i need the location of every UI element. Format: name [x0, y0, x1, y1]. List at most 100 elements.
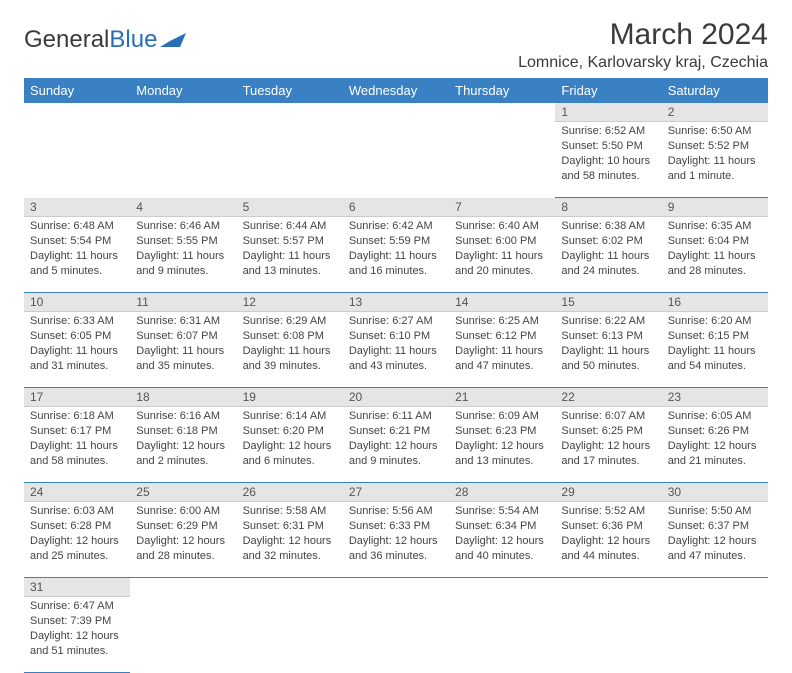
- day-number-row: 10111213141516: [24, 293, 768, 312]
- day2-text: and 2 minutes.: [136, 454, 230, 469]
- sunset-text: Sunset: 6:10 PM: [349, 329, 443, 344]
- day-cell: Sunrise: 6:44 AMSunset: 5:57 PMDaylight:…: [237, 217, 343, 293]
- sunrise-text: Sunrise: 5:58 AM: [243, 504, 337, 519]
- logo-text-1: General: [24, 26, 109, 54]
- week-row: Sunrise: 6:52 AMSunset: 5:50 PMDaylight:…: [24, 122, 768, 198]
- day-number-cell: 24: [24, 483, 130, 502]
- day2-text: and 13 minutes.: [243, 264, 337, 279]
- sunset-text: Sunset: 5:59 PM: [349, 234, 443, 249]
- day-number-cell: 25: [130, 483, 236, 502]
- day1-text: Daylight: 10 hours: [561, 154, 655, 169]
- day-cell: Sunrise: 6:25 AMSunset: 6:12 PMDaylight:…: [449, 312, 555, 388]
- sunset-text: Sunset: 7:39 PM: [30, 614, 124, 629]
- weekday-header: Sunday: [24, 78, 130, 103]
- day-number-cell: 2: [662, 103, 768, 122]
- day-cell: Sunrise: 6:35 AMSunset: 6:04 PMDaylight:…: [662, 217, 768, 293]
- sunrise-text: Sunrise: 6:27 AM: [349, 314, 443, 329]
- day-number-cell: 27: [343, 483, 449, 502]
- sunrise-text: Sunrise: 6:44 AM: [243, 219, 337, 234]
- day1-text: Daylight: 12 hours: [30, 629, 124, 644]
- day1-text: Daylight: 11 hours: [136, 249, 230, 264]
- sunrise-text: Sunrise: 6:05 AM: [668, 409, 762, 424]
- calendar-table: Sunday Monday Tuesday Wednesday Thursday…: [24, 78, 768, 673]
- sunset-text: Sunset: 6:34 PM: [455, 519, 549, 534]
- day2-text: and 44 minutes.: [561, 549, 655, 564]
- day-cell: Sunrise: 6:16 AMSunset: 6:18 PMDaylight:…: [130, 407, 236, 483]
- sunrise-text: Sunrise: 6:03 AM: [30, 504, 124, 519]
- day2-text: and 50 minutes.: [561, 359, 655, 374]
- sunrise-text: Sunrise: 6:35 AM: [668, 219, 762, 234]
- sunset-text: Sunset: 5:55 PM: [136, 234, 230, 249]
- day1-text: Daylight: 12 hours: [455, 534, 549, 549]
- day1-text: Daylight: 12 hours: [243, 439, 337, 454]
- day2-text: and 17 minutes.: [561, 454, 655, 469]
- logo: GeneralBlue: [24, 18, 186, 54]
- day2-text: and 25 minutes.: [30, 549, 124, 564]
- day-cell: Sunrise: 6:07 AMSunset: 6:25 PMDaylight:…: [555, 407, 661, 483]
- day-cell: [24, 122, 130, 198]
- day-cell: [449, 597, 555, 673]
- day1-text: Daylight: 12 hours: [136, 439, 230, 454]
- sunset-text: Sunset: 6:28 PM: [30, 519, 124, 534]
- day1-text: Daylight: 11 hours: [455, 344, 549, 359]
- sunrise-text: Sunrise: 6:31 AM: [136, 314, 230, 329]
- sunset-text: Sunset: 6:26 PM: [668, 424, 762, 439]
- day-number-row: 31: [24, 578, 768, 597]
- weekday-header: Thursday: [449, 78, 555, 103]
- sunrise-text: Sunrise: 6:40 AM: [455, 219, 549, 234]
- sunrise-text: Sunrise: 6:07 AM: [561, 409, 655, 424]
- day2-text: and 58 minutes.: [561, 169, 655, 184]
- sunset-text: Sunset: 6:29 PM: [136, 519, 230, 534]
- day1-text: Daylight: 11 hours: [30, 439, 124, 454]
- sunrise-text: Sunrise: 5:52 AM: [561, 504, 655, 519]
- day-number-cell: [449, 103, 555, 122]
- sunset-text: Sunset: 6:17 PM: [30, 424, 124, 439]
- day-number-cell: 13: [343, 293, 449, 312]
- day2-text: and 1 minute.: [668, 169, 762, 184]
- day-number-row: 12: [24, 103, 768, 122]
- day-number-cell: 28: [449, 483, 555, 502]
- day-number-cell: 9: [662, 198, 768, 217]
- day-number-cell: 31: [24, 578, 130, 597]
- sunrise-text: Sunrise: 6:18 AM: [30, 409, 124, 424]
- week-row: Sunrise: 6:03 AMSunset: 6:28 PM Daylight:…: [24, 502, 768, 578]
- day-cell: Sunrise: 6:14 AMSunset: 6:20 PMDaylight:…: [237, 407, 343, 483]
- day-number-cell: 29: [555, 483, 661, 502]
- day-cell: Sunrise: 6:27 AMSunset: 6:10 PMDaylight:…: [343, 312, 449, 388]
- sunset-text: Sunset: 6:02 PM: [561, 234, 655, 249]
- weekday-header: Wednesday: [343, 78, 449, 103]
- sunset-text: Sunset: 6:31 PM: [243, 519, 337, 534]
- day-number-cell: [130, 578, 236, 597]
- day-number-cell: [343, 578, 449, 597]
- day-number-cell: 20: [343, 388, 449, 407]
- day1-text: Daylight: 11 hours: [455, 249, 549, 264]
- sunrise-text: Sunrise: 6:16 AM: [136, 409, 230, 424]
- sunset-text: Sunset: 5:57 PM: [243, 234, 337, 249]
- day1-text: Daylight: 12 hours: [561, 534, 655, 549]
- day1-text: Daylight: 12 hours: [668, 439, 762, 454]
- sunset-text: Sunset: 6:33 PM: [349, 519, 443, 534]
- day1-text: Daylight: 11 hours: [349, 249, 443, 264]
- day-cell: Sunrise: 6:18 AMSunset: 6:17 PMDaylight:…: [24, 407, 130, 483]
- day-cell: Sunrise: 6:05 AMSunset: 6:26 PMDaylight:…: [662, 407, 768, 483]
- day-cell: Sunrise: 5:54 AMSunset: 6:34 PMDaylight:…: [449, 502, 555, 578]
- day-number-cell: [555, 578, 661, 597]
- day-number-cell: 22: [555, 388, 661, 407]
- day-cell: Sunrise: 5:50 AMSunset: 6:37 PMDaylight:…: [662, 502, 768, 578]
- sunrise-text: Sunrise: 6:11 AM: [349, 409, 443, 424]
- day-number-cell: 18: [130, 388, 236, 407]
- day-cell: Sunrise: 6:29 AMSunset: 6:08 PMDaylight:…: [237, 312, 343, 388]
- day1-text: Daylight: 11 hours: [561, 249, 655, 264]
- day2-text: and 5 minutes.: [30, 264, 124, 279]
- day-number-cell: 7: [449, 198, 555, 217]
- sunset-text: Sunset: 6:18 PM: [136, 424, 230, 439]
- day2-text: and 51 minutes.: [30, 644, 124, 659]
- day-number-cell: 5: [237, 198, 343, 217]
- weekday-header: Saturday: [662, 78, 768, 103]
- day-cell: [555, 597, 661, 673]
- sunrise-text: Sunrise: 6:14 AM: [243, 409, 337, 424]
- day-number-row: 17181920212223: [24, 388, 768, 407]
- day-number-row: 3456789: [24, 198, 768, 217]
- day2-text: and 9 minutes.: [349, 454, 443, 469]
- sunset-text: Sunset: 6:20 PM: [243, 424, 337, 439]
